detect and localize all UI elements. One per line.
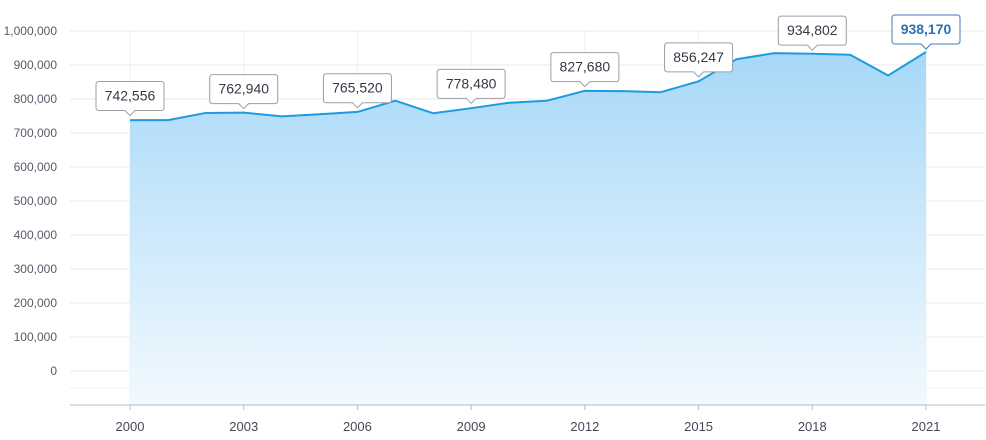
x-tick-label: 2021 <box>912 419 941 434</box>
value-callout: 778,480 <box>436 68 506 105</box>
data-point[interactable] <box>848 53 852 57</box>
data-point[interactable] <box>734 57 738 61</box>
callout-box <box>436 68 506 105</box>
callout-value-label: 765,520 <box>332 80 383 96</box>
y-tick-label: 1,000,000 <box>4 24 58 38</box>
data-point[interactable] <box>696 79 700 83</box>
data-point[interactable] <box>355 110 359 114</box>
y-tick-label: 300,000 <box>14 262 58 276</box>
value-callout: 934,802 <box>777 15 847 51</box>
highlighted-value-callout: 938,170 <box>891 14 961 50</box>
y-tick-label: 100,000 <box>14 330 58 344</box>
value-callout: 765,520 <box>322 73 392 109</box>
callout-box <box>777 15 847 51</box>
data-point[interactable] <box>166 118 170 122</box>
data-point[interactable] <box>810 52 814 56</box>
data-point[interactable] <box>545 99 549 103</box>
x-tick-label: 2006 <box>343 419 372 434</box>
callout-value-label: 938,170 <box>901 21 952 37</box>
x-tick-label: 2018 <box>798 419 827 434</box>
data-point[interactable] <box>772 51 776 55</box>
data-point[interactable] <box>658 90 662 94</box>
value-callout: 762,940 <box>209 74 279 110</box>
value-callout: 742,556 <box>95 81 165 117</box>
series-area-fill <box>130 52 926 405</box>
callout-box <box>550 52 620 88</box>
y-tick-label: 0 <box>50 364 57 378</box>
data-point[interactable] <box>583 89 587 93</box>
data-point[interactable] <box>431 111 435 115</box>
callout-box <box>664 42 734 78</box>
y-tick-label: 800,000 <box>14 92 58 106</box>
data-point[interactable] <box>128 118 132 122</box>
callout-value-label: 827,680 <box>560 59 611 75</box>
callout-box <box>95 81 165 117</box>
data-point[interactable] <box>469 106 473 110</box>
y-tick-label: 600,000 <box>14 160 58 174</box>
data-point[interactable] <box>279 114 283 118</box>
callout-value-label: 762,940 <box>218 81 269 97</box>
callout-box <box>891 14 961 50</box>
series-line <box>130 51 927 122</box>
y-tick-label: 700,000 <box>14 126 58 140</box>
callout-box <box>322 73 392 109</box>
x-tick-label: 2003 <box>229 419 258 434</box>
data-point[interactable] <box>393 99 397 103</box>
callout-layer: 742,556 762,940 765,520 778,480 827,680 856,2… <box>95 14 961 117</box>
y-tick-label: 900,000 <box>14 58 58 72</box>
data-point[interactable] <box>924 50 928 54</box>
data-point[interactable] <box>317 112 321 116</box>
x-tick-label: 2015 <box>684 419 713 434</box>
x-tick-label: 2012 <box>570 419 599 434</box>
callout-value-label: 742,556 <box>105 88 156 104</box>
callout-value-label: 934,802 <box>787 22 838 38</box>
value-callout: 856,247 <box>664 42 734 78</box>
data-point[interactable] <box>621 89 625 93</box>
data-point[interactable] <box>242 110 246 114</box>
y-tick-label: 400,000 <box>14 228 58 242</box>
value-callout: 827,680 <box>550 52 620 88</box>
callout-value-label: 856,247 <box>673 49 724 65</box>
area-layer <box>128 50 928 405</box>
x-tick-label: 2000 <box>116 419 145 434</box>
data-point[interactable] <box>886 73 890 77</box>
data-point[interactable] <box>507 101 511 105</box>
x-tick-label: 2009 <box>457 419 486 434</box>
y-tick-label: 200,000 <box>14 296 58 310</box>
y-tick-label: 500,000 <box>14 194 58 208</box>
callout-box <box>209 74 279 110</box>
callout-value-label: 778,480 <box>446 75 497 91</box>
data-point[interactable] <box>204 111 208 115</box>
axis-layer: 0 100,000 200,000 300,000 400,000 500,000 600,… <box>4 24 985 434</box>
